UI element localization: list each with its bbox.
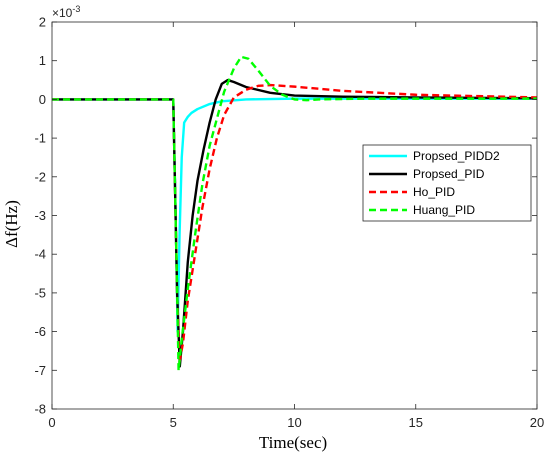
y-axis-label: Δf(Hz)	[2, 200, 21, 248]
y-tick-label: -8	[34, 402, 46, 417]
legend-label: Propsed_PIDD2	[413, 149, 500, 163]
legend-box	[362, 144, 532, 222]
series-line-propsed-pid	[52, 78, 537, 368]
y-tick-label: 2	[39, 15, 46, 30]
legend-label: Ho_PID	[413, 185, 455, 199]
y-tick-label: 1	[39, 53, 46, 68]
y-tick-label: -5	[34, 285, 46, 300]
y-tick-label: -6	[34, 324, 46, 339]
x-tick-label: 10	[287, 415, 301, 430]
x-tick-label: 15	[409, 415, 423, 430]
legend: Propsed_PIDD2 Propsed_PID Ho_PID Huang_PID	[362, 144, 532, 222]
plot-area	[52, 55, 537, 372]
legend-label: Huang_PID	[413, 203, 475, 217]
x-tick-label: 5	[170, 415, 177, 430]
x-tick-label: 0	[48, 415, 55, 430]
series-line-ho-pid	[52, 83, 537, 364]
y-tick-label: -7	[34, 363, 46, 378]
y-tick-label: -1	[34, 131, 46, 146]
y-tick-label: -4	[34, 247, 46, 262]
series-line-huang-pid	[52, 55, 537, 372]
x-tick-label: 20	[530, 415, 544, 430]
y-tick-label: -2	[34, 169, 46, 184]
y-exponent-label: ×10-3	[52, 4, 80, 20]
y-exponent-power: -3	[72, 4, 80, 14]
x-axis-label: Time(sec)	[259, 433, 327, 452]
legend-label: Propsed_PID	[413, 167, 485, 181]
y-tick-label: -3	[34, 208, 46, 223]
axes: 0 5 10 15 20 -8 -7 -6 -5 -4 -3 -2 -1 0 1 2	[34, 15, 544, 431]
y-tick-label: 0	[39, 92, 46, 107]
y-exponent-base: ×10	[52, 6, 73, 20]
